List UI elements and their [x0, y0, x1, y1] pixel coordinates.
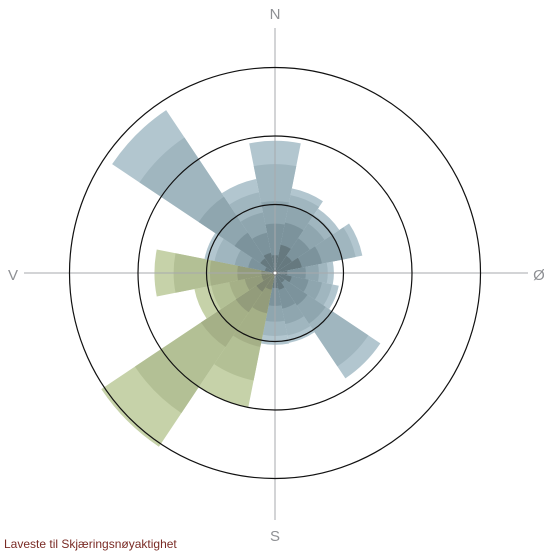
- sector-9-level-4: [265, 273, 275, 290]
- sector-5-level-4: [275, 273, 292, 283]
- label-east: Ø: [533, 267, 544, 284]
- label-north: N: [270, 6, 281, 23]
- sector-10-level-4: [256, 273, 275, 292]
- grid-ring-3: [68, 66, 482, 480]
- sector-13-level-4: [264, 267, 275, 273]
- grid-ring-1: [205, 203, 345, 343]
- sector-15-level-4: [263, 252, 275, 273]
- sector-group: [101, 110, 381, 447]
- label-west: V: [8, 267, 18, 284]
- sector-1-level-4: [275, 244, 291, 273]
- sector-2-level-4: [275, 255, 293, 273]
- sector-14-level-4: [260, 258, 275, 273]
- sector-7-level-4: [275, 273, 285, 290]
- footer-note: Laveste til Skjæringsnøyaktighet: [4, 537, 177, 551]
- grid-ring-2: [137, 135, 413, 411]
- grid-group: [24, 28, 528, 520]
- label-south: S: [270, 528, 280, 545]
- compass-labels: N Ø S V: [8, 6, 544, 545]
- sector-6-level-4: [275, 273, 285, 283]
- center-dot: [272, 270, 278, 276]
- sector-11-level-4: [261, 273, 275, 281]
- sector-3-level-4: [275, 257, 302, 273]
